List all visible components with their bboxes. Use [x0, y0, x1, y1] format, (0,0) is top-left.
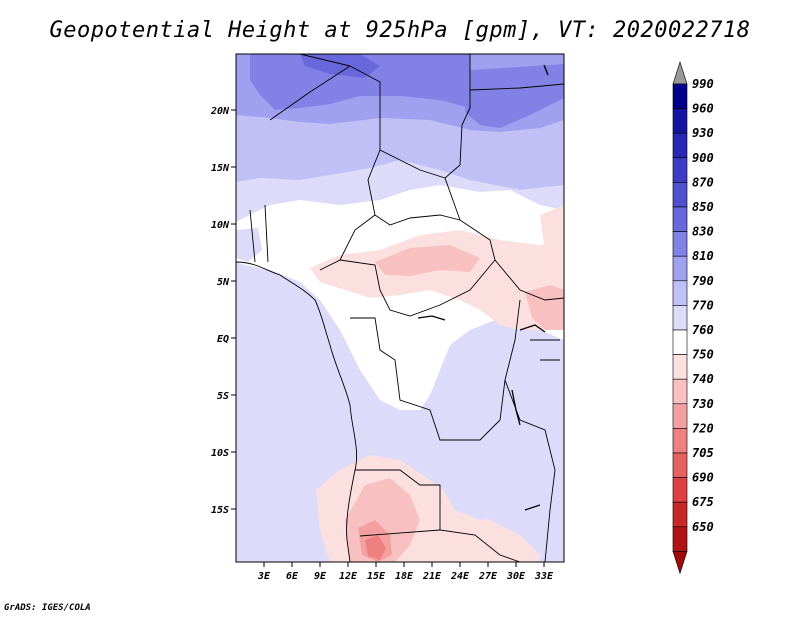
lat-label: EQ [217, 334, 229, 345]
lon-label: 18E [395, 571, 414, 582]
field-770-west [236, 228, 262, 262]
lake-victoria [519, 324, 546, 333]
legend-swatch [672, 428, 688, 454]
legend-label: 730 [692, 397, 714, 411]
lon-label: 30E [506, 571, 526, 582]
legend-label: 930 [692, 126, 714, 140]
color-legend: 990 960 930 900 870 850 830 810 790 770 760 750 740 7… [672, 61, 714, 575]
legend-label: 850 [692, 200, 714, 214]
lon-label: 9E [314, 571, 327, 582]
legend-swatch [672, 501, 688, 528]
border-d [374, 214, 461, 226]
coastline [236, 261, 358, 562]
field-750-east [540, 205, 564, 252]
lon-label: 3E [257, 571, 271, 582]
border-k [469, 83, 564, 91]
legend-label: 675 [692, 495, 714, 509]
legend-label: 830 [692, 225, 714, 239]
legend-swatch [672, 354, 688, 380]
legend-label: 810 [692, 249, 714, 263]
lon-label: 6E [286, 571, 299, 582]
legend-swatch [672, 108, 688, 134]
field-770-atlantic [236, 300, 340, 440]
legend-swatch [672, 305, 688, 331]
border-a [269, 65, 381, 271]
border-h [359, 529, 441, 537]
border-m [530, 339, 560, 361]
legend-label: 720 [692, 421, 714, 435]
lat-label: 15S [211, 505, 229, 516]
legend-swatch [672, 477, 688, 503]
legend-swatch [672, 132, 688, 159]
legend-label: 870 [692, 175, 714, 189]
credit-label: GrADS: IGES/COLA [4, 603, 91, 613]
legend-swatch [672, 329, 688, 355]
lat-label: 5S [217, 391, 229, 402]
legend-label: 690 [692, 471, 714, 485]
legend-label: 790 [692, 274, 714, 288]
latitude-axis: 20N 15N 10N 5N EQ 5S 10S 15S [210, 106, 236, 516]
legend-swatch [672, 452, 688, 478]
lat-label: 15N [211, 163, 230, 174]
field-830-northeast [465, 64, 564, 128]
field-740-central [375, 245, 480, 276]
legend-swatch [672, 280, 688, 306]
lon-label: 33E [534, 571, 554, 582]
legend-swatch [672, 255, 688, 282]
legend-label: 960 [692, 102, 714, 116]
border-e [339, 259, 496, 317]
legend-label: 770 [692, 298, 714, 312]
border-g [355, 469, 521, 562]
legend-swatch [672, 403, 688, 429]
lon-label: 12E [339, 571, 358, 582]
field-720-south [365, 535, 386, 560]
legend-label: 760 [692, 323, 714, 337]
border-f [350, 299, 521, 441]
lake-1 [417, 315, 446, 321]
legend-swatch [672, 526, 688, 552]
legend-arrow-top [672, 61, 688, 85]
lat-label: 5N [217, 277, 230, 288]
map-frame [235, 53, 565, 563]
field-770-south-inlet [440, 482, 510, 520]
lat-label: 10N [211, 220, 230, 231]
legend-label: 705 [692, 446, 714, 460]
legend-label: 740 [692, 372, 714, 386]
map-title: Geopotential Height at 925hPa [gpm], VT:… [49, 18, 751, 43]
legend-label: 750 [692, 348, 714, 362]
lon-label: 21E [422, 571, 442, 582]
lon-label: 24E [450, 571, 470, 582]
lat-label: 10S [211, 448, 229, 459]
border-j [249, 204, 269, 263]
border-l [299, 54, 351, 67]
lake-kariba [524, 504, 541, 511]
height-field [236, 54, 564, 562]
lake-tanganyika [511, 389, 521, 426]
legend-label: 900 [692, 151, 714, 165]
red-sea-edge [543, 64, 549, 76]
legend-swatch [672, 83, 688, 109]
lon-label: 15E [367, 571, 386, 582]
field-850-north [300, 54, 380, 78]
lon-label: 27E [478, 571, 498, 582]
legend-label: 650 [692, 520, 714, 534]
legend-swatch [672, 206, 688, 232]
longitude-axis: 3E 6E 9E 12E 15E 18E 21E 24E 27E 30E 33E [257, 562, 554, 582]
legend-swatch [672, 378, 688, 405]
legend-label: 990 [692, 77, 714, 91]
lat-label: 20N [210, 106, 230, 117]
border-c [379, 149, 446, 179]
legend-swatch [672, 231, 688, 257]
field-750-central [310, 230, 564, 330]
legend-swatch [672, 182, 688, 208]
legend-swatch [672, 157, 688, 183]
lakes [417, 64, 549, 511]
legend-arrow-bottom [672, 551, 688, 575]
